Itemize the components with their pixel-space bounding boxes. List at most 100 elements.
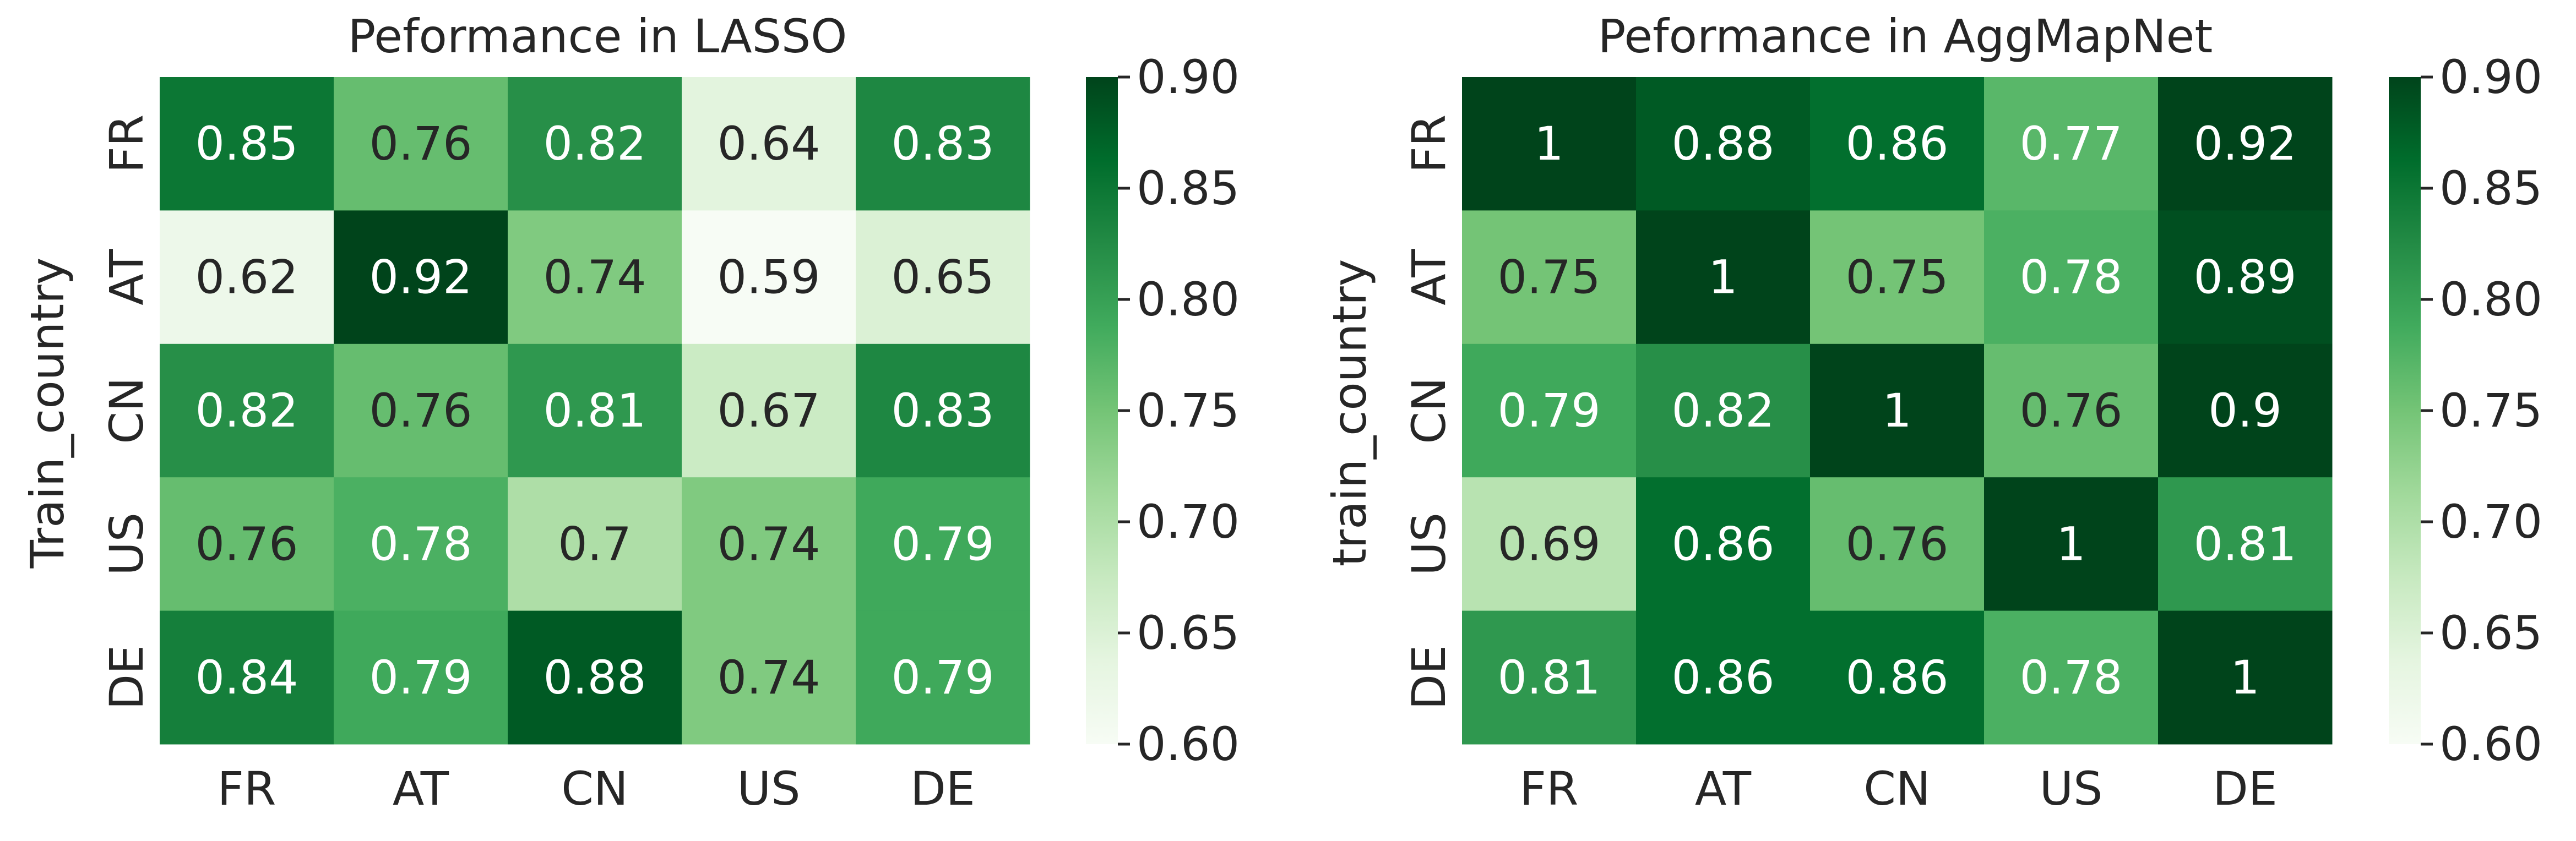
cell-value-label: 0.76 <box>195 517 298 571</box>
heatmap-cell: 1 <box>1636 210 1811 345</box>
heatmap-cells: 0.85 0.76 0.82 0.64 0.83 0.62 0.92 0.74 0.59 0.65… <box>160 77 1030 745</box>
heatmap-cell-rect <box>2158 610 2333 745</box>
x-tick-labels: FR AT CN US DE <box>1520 762 2278 816</box>
heatmap-cell: 0.65 <box>856 210 1030 345</box>
cell-value-label: 0.64 <box>717 117 820 171</box>
heatmap-cell: 0.81 <box>2158 477 2333 611</box>
cell-value-label: 0.86 <box>1845 651 1948 705</box>
colorbar-tick-label: 0.65 <box>1137 606 1240 660</box>
cell-value-label: 0.78 <box>2019 651 2122 705</box>
x-tick-label: CN <box>561 762 628 816</box>
heatmap-cell: 0.82 <box>1636 343 1811 478</box>
colorbar-tick: 0.80 <box>2421 272 2542 326</box>
heatmap-cell-rect <box>2158 477 2333 611</box>
cell-value-label: 0.92 <box>2193 117 2296 171</box>
heatmap-cell-rect <box>334 610 508 745</box>
colorbar-tick-label: 0.90 <box>2439 50 2542 104</box>
heatmap-cell-rect <box>1462 343 1637 478</box>
heatmap-cell: 0.79 <box>856 610 1030 745</box>
colorbar-tick: 0.75 <box>2421 384 2542 438</box>
heatmap-cell: 0.77 <box>1984 77 2159 211</box>
colorbar-tick: 0.85 <box>1118 161 1240 215</box>
heatmap-cell: 0.86 <box>1810 610 1985 745</box>
heatmap-cell: 0.75 <box>1462 210 1637 345</box>
heatmap-cell: 0.76 <box>334 77 508 211</box>
heatmap-cell: 0.9 <box>2158 343 2333 478</box>
cell-value-label: 1 <box>2230 651 2259 705</box>
colorbar-tick: 0.90 <box>2421 50 2542 104</box>
y-tick-label: CN <box>1402 377 1456 444</box>
heatmap-cell-rect <box>334 77 508 211</box>
cell-value-label: 0.76 <box>2019 384 2122 438</box>
heatmap-cell: 0.78 <box>334 477 508 611</box>
heatmap-cell: 0.79 <box>334 610 508 745</box>
y-tick-labels: FR AT CN US DE <box>100 114 154 710</box>
cell-value-label: 1 <box>1882 384 1911 438</box>
x-tick-label: US <box>2040 762 2103 816</box>
chart-title: Peformance in AggMapNet <box>1598 9 2213 63</box>
cell-value-label: 0.74 <box>717 517 820 571</box>
heatmap-cell: 0.82 <box>160 343 334 478</box>
x-tick-label: AT <box>393 762 449 816</box>
colorbar-ticks: 0.60 0.65 0.70 0.75 0.80 0.85 0.90 <box>2421 50 2542 771</box>
heatmap-cell: 0.67 <box>682 343 856 478</box>
y-tick-label: DE <box>100 645 154 710</box>
colorbar-gradient <box>2389 77 2421 744</box>
heatmap-cell: 0.86 <box>1636 610 1811 745</box>
x-tick-label: US <box>737 762 801 816</box>
cell-value-label: 0.84 <box>195 651 298 705</box>
colorbar-tick-label: 0.85 <box>1137 161 1240 215</box>
y-tick-label: FR <box>1402 114 1456 173</box>
heatmap-cell-rect <box>160 343 334 478</box>
heatmap-cell-rect <box>856 77 1030 211</box>
heatmap-cell: 0.88 <box>1636 77 1811 211</box>
cell-value-label: 0.75 <box>1845 250 1948 304</box>
heatmap-cell-rect <box>682 343 856 478</box>
heatmap-cell-rect <box>2158 210 2333 345</box>
cell-value-label: 0.88 <box>543 651 646 705</box>
cell-value-label: 1 <box>1534 117 1563 171</box>
heatmap-cell: 0.89 <box>2158 210 2333 345</box>
y-tick-label: CN <box>100 377 154 444</box>
heatmap-cell: 0.82 <box>508 77 682 211</box>
heatmap-cell-rect <box>1462 210 1637 345</box>
heatmap-cell: 0.76 <box>160 477 334 611</box>
colorbar-ticks: 0.60 0.65 0.70 0.75 0.80 0.85 0.90 <box>1118 50 1240 771</box>
chart-title: Peformance in LASSO <box>348 9 847 63</box>
heatmap-cell: 0.92 <box>2158 77 2333 211</box>
heatmap-cell: 0.86 <box>1810 77 1985 211</box>
heatmap-cell-rect <box>1462 77 1637 211</box>
heatmap-cell-rect <box>1636 343 1811 478</box>
heatmap-cell-rect <box>160 610 334 745</box>
colorbar-tick: 0.60 <box>1118 717 1240 771</box>
x-tick-label: CN <box>1863 762 1931 816</box>
cell-value-label: 0.83 <box>891 117 994 171</box>
heatmap-cell-rect <box>1810 343 1985 478</box>
heatmap-cell: 0.83 <box>856 343 1030 478</box>
colorbar: 0.60 0.65 0.70 0.75 0.80 0.85 0.90 <box>1086 50 1240 771</box>
heatmap-cell-rect <box>2158 77 2333 211</box>
heatmap-cell: 0.78 <box>1984 210 2159 345</box>
heatmap-cell-rect <box>1810 477 1985 611</box>
heatmap-cell-rect <box>508 210 682 345</box>
colorbar-tick-label: 0.70 <box>1137 495 1240 549</box>
heatmap-cell: 0.84 <box>160 610 334 745</box>
heatmap-cell: 1 <box>1462 77 1637 211</box>
cell-value-label: 0.78 <box>369 517 472 571</box>
heatmap-cell-rect <box>508 610 682 745</box>
heatmap-cell: 0.85 <box>160 77 334 211</box>
colorbar: 0.60 0.65 0.70 0.75 0.80 0.85 0.90 <box>2389 50 2542 771</box>
y-axis-label: train_country <box>1323 259 1377 567</box>
heatmap-cell-rect <box>334 477 508 611</box>
x-tick-label: DE <box>2213 762 2278 816</box>
heatmap-cell-rect <box>1636 77 1811 211</box>
colorbar-tick: 0.70 <box>2421 495 2542 549</box>
heatmap-cell-rect <box>1810 610 1985 745</box>
colorbar-tick: 0.85 <box>2421 161 2542 215</box>
heatmap-cell: 0.76 <box>1810 477 1985 611</box>
heatmap-cell-rect <box>160 477 334 611</box>
heatmap-cell-rect <box>856 477 1030 611</box>
cell-value-label: 0.77 <box>2019 117 2122 171</box>
heatmap-cell-rect <box>856 610 1030 745</box>
